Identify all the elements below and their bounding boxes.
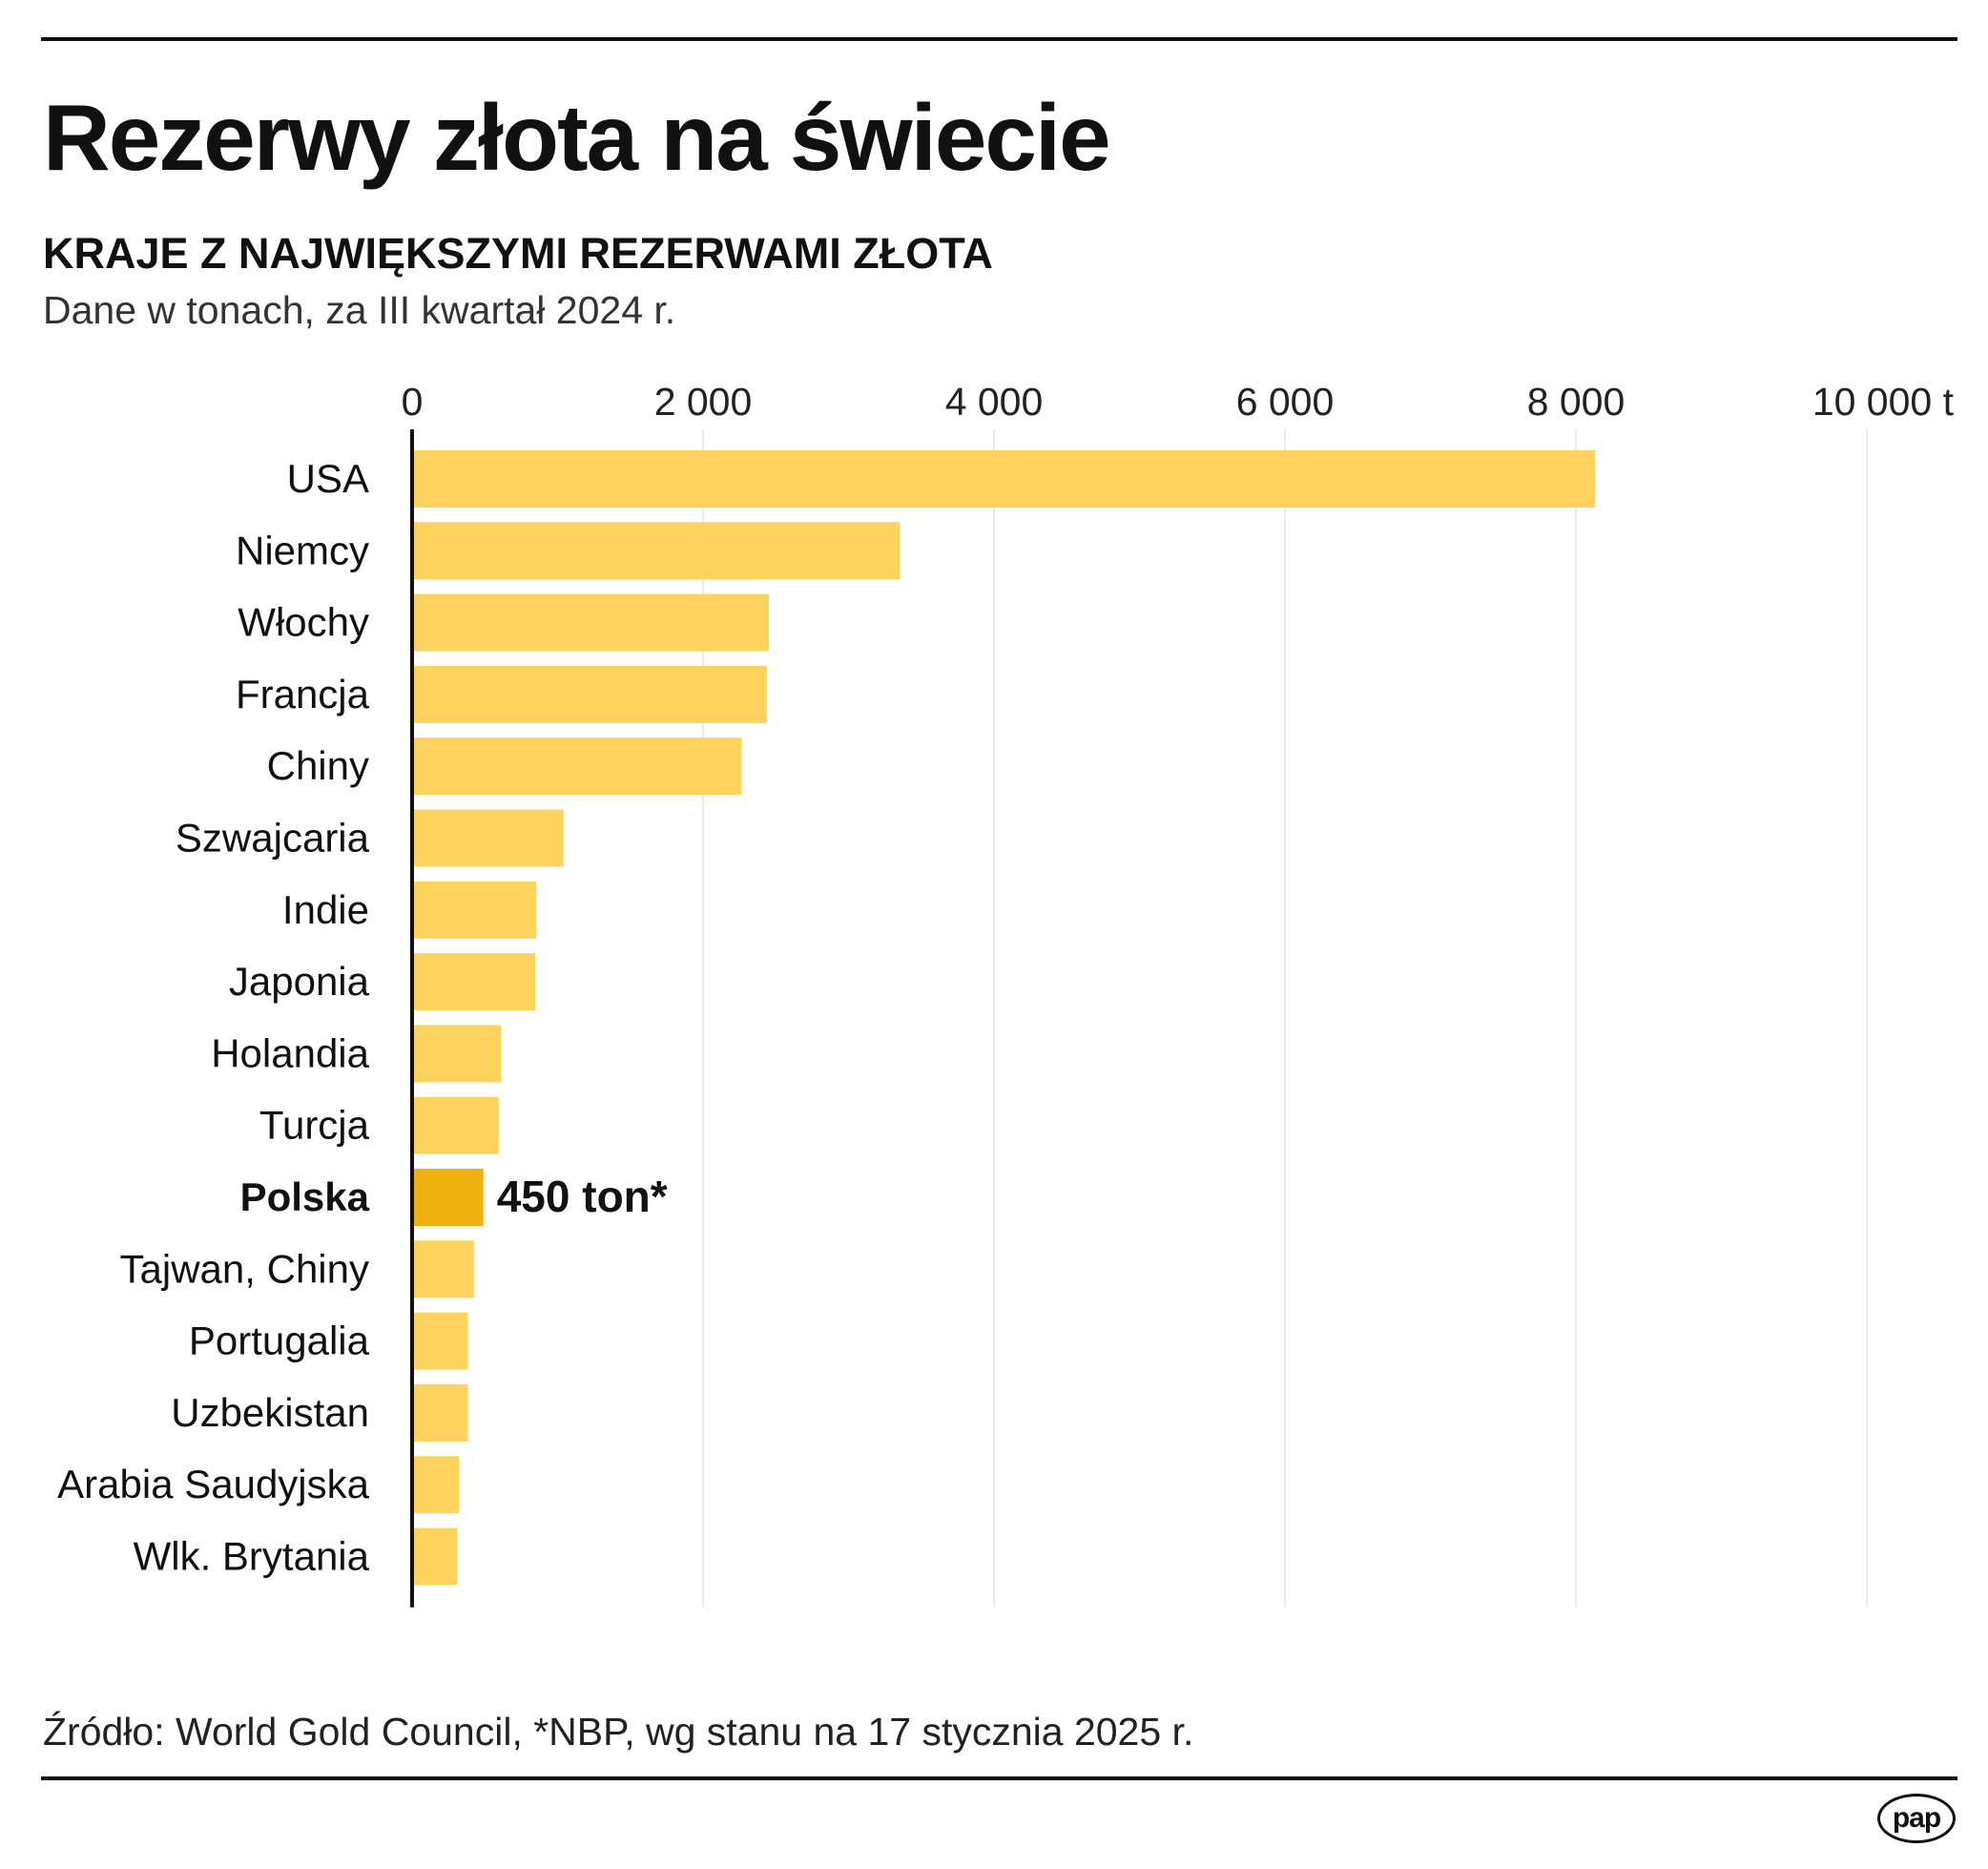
bar-szwajcaria (412, 809, 564, 867)
tick-label: 4 000 (945, 380, 1044, 424)
category-label: Tajwan, Chiny (120, 1246, 369, 1291)
category-label: Chiny (267, 743, 369, 788)
bar-uzbekistan (412, 1383, 468, 1442)
category-label: Arabia Saudyjska (57, 1462, 369, 1506)
category-label: Szwajcaria (176, 816, 370, 861)
bar-polska (412, 1169, 484, 1226)
chart-note: Dane w tonach, za III kwartał 2024 r. (43, 288, 676, 332)
category-label: Polska (240, 1174, 370, 1219)
category-label: Wlk. Brytania (134, 1534, 370, 1579)
data-label: 450 ton* (497, 1172, 668, 1221)
logo-text: pap (1892, 1802, 1941, 1834)
tick-label: 0 (402, 380, 424, 424)
category-label: Holandia (211, 1030, 369, 1075)
bar-arabia-saudyjska (412, 1456, 460, 1514)
category-label: Indie (282, 887, 369, 932)
pap-logo: pap (1877, 1794, 1956, 1843)
tick-label: 2 000 (654, 380, 753, 424)
category-label: Niemcy (236, 528, 369, 572)
bar-turcja (412, 1096, 499, 1154)
category-label: Turcja (259, 1103, 370, 1148)
category-label: USA (287, 456, 369, 501)
bar-wlk-brytania (412, 1527, 458, 1586)
bar-usa (412, 450, 1596, 508)
bar-holandia (412, 1025, 502, 1083)
tick-label: 6 000 (1236, 380, 1335, 424)
category-label: Uzbekistan (171, 1390, 369, 1435)
bar-portugalia (412, 1312, 468, 1370)
bar-tajwan-chiny (412, 1240, 474, 1298)
bottom-rule (41, 1776, 1957, 1780)
source-note: Źródło: World Gold Council, *NBP, wg sta… (43, 1710, 1194, 1754)
bar-japonia (412, 953, 536, 1011)
bar-chiny (412, 737, 742, 796)
chart-subtitle: KRAJE Z NAJWIĘKSZYMI REZERWAMI ZŁOTA (43, 229, 993, 278)
category-label: Włochy (238, 600, 369, 645)
bar-chart: 0 2 000 4 000 6 000 8 000 10 000 t USA Niemcy Wł… (57, 380, 1955, 1608)
bar-niemcy (412, 522, 901, 580)
category-label: Japonia (229, 959, 370, 1004)
top-rule (41, 37, 1957, 41)
bar-indie (412, 881, 537, 939)
tick-label: 8 000 (1527, 380, 1626, 424)
bar-w-ochy (412, 593, 769, 652)
category-label: Portugalia (189, 1319, 370, 1363)
bar-francja (412, 665, 767, 723)
chart-title: Rezerwy złota na świecie (43, 85, 1111, 190)
category-label: Francja (236, 672, 370, 716)
tick-label: 10 000 t (1812, 380, 1955, 424)
